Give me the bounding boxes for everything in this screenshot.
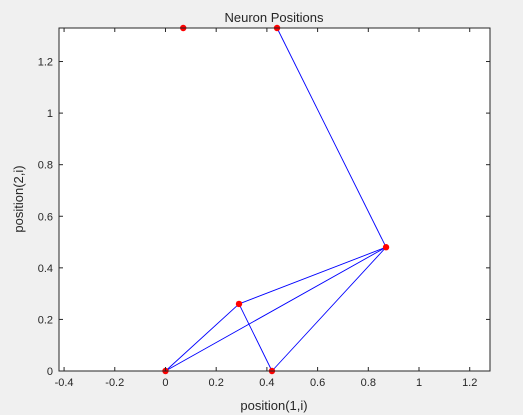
x-tick-label: 0.8	[361, 377, 376, 389]
neuron-point	[382, 244, 390, 251]
x-tick-label: 1.2	[462, 377, 477, 389]
edge-line	[276, 27, 387, 248]
edge-line	[238, 303, 273, 372]
edge-line	[238, 246, 387, 305]
y-axis-ticks: 0 0.2 0.4 0.6 0.8 1 1.2	[38, 57, 490, 378]
y-tick-label: 1	[47, 108, 53, 120]
y-tick-label: 0.4	[38, 263, 53, 275]
edge-line	[165, 303, 240, 372]
x-axis-label: position(1,i)	[240, 398, 307, 413]
y-tick-label: 0.8	[38, 160, 53, 172]
network-edges	[165, 27, 387, 372]
x-tick-label: -0.4	[55, 377, 74, 389]
edge-line	[165, 246, 387, 372]
x-axis-ticks: -0.4 -0.2 0 0.2 0.4 0.6 0.8 1 1.2	[55, 28, 477, 389]
x-tick-label: 0.2	[209, 377, 224, 389]
x-tick-label: 0.4	[259, 377, 274, 389]
x-tick-label: 0.6	[310, 377, 325, 389]
x-tick-label: 1	[416, 377, 422, 389]
y-tick-label: 1.2	[38, 57, 53, 69]
y-tick-label: 0	[47, 366, 53, 378]
axes-box	[58, 27, 491, 372]
x-tick-label: -0.2	[105, 377, 124, 389]
x-tick-label: 0	[162, 377, 168, 389]
edge-line	[271, 246, 387, 372]
neuron-point	[235, 300, 243, 308]
axes-area	[59, 28, 490, 371]
y-axis-label: position(2,i)	[11, 165, 26, 232]
chart-title: Neuron Positions	[225, 10, 324, 25]
y-tick-label: 0.2	[38, 314, 53, 326]
y-tick-label: 0.6	[38, 211, 53, 223]
